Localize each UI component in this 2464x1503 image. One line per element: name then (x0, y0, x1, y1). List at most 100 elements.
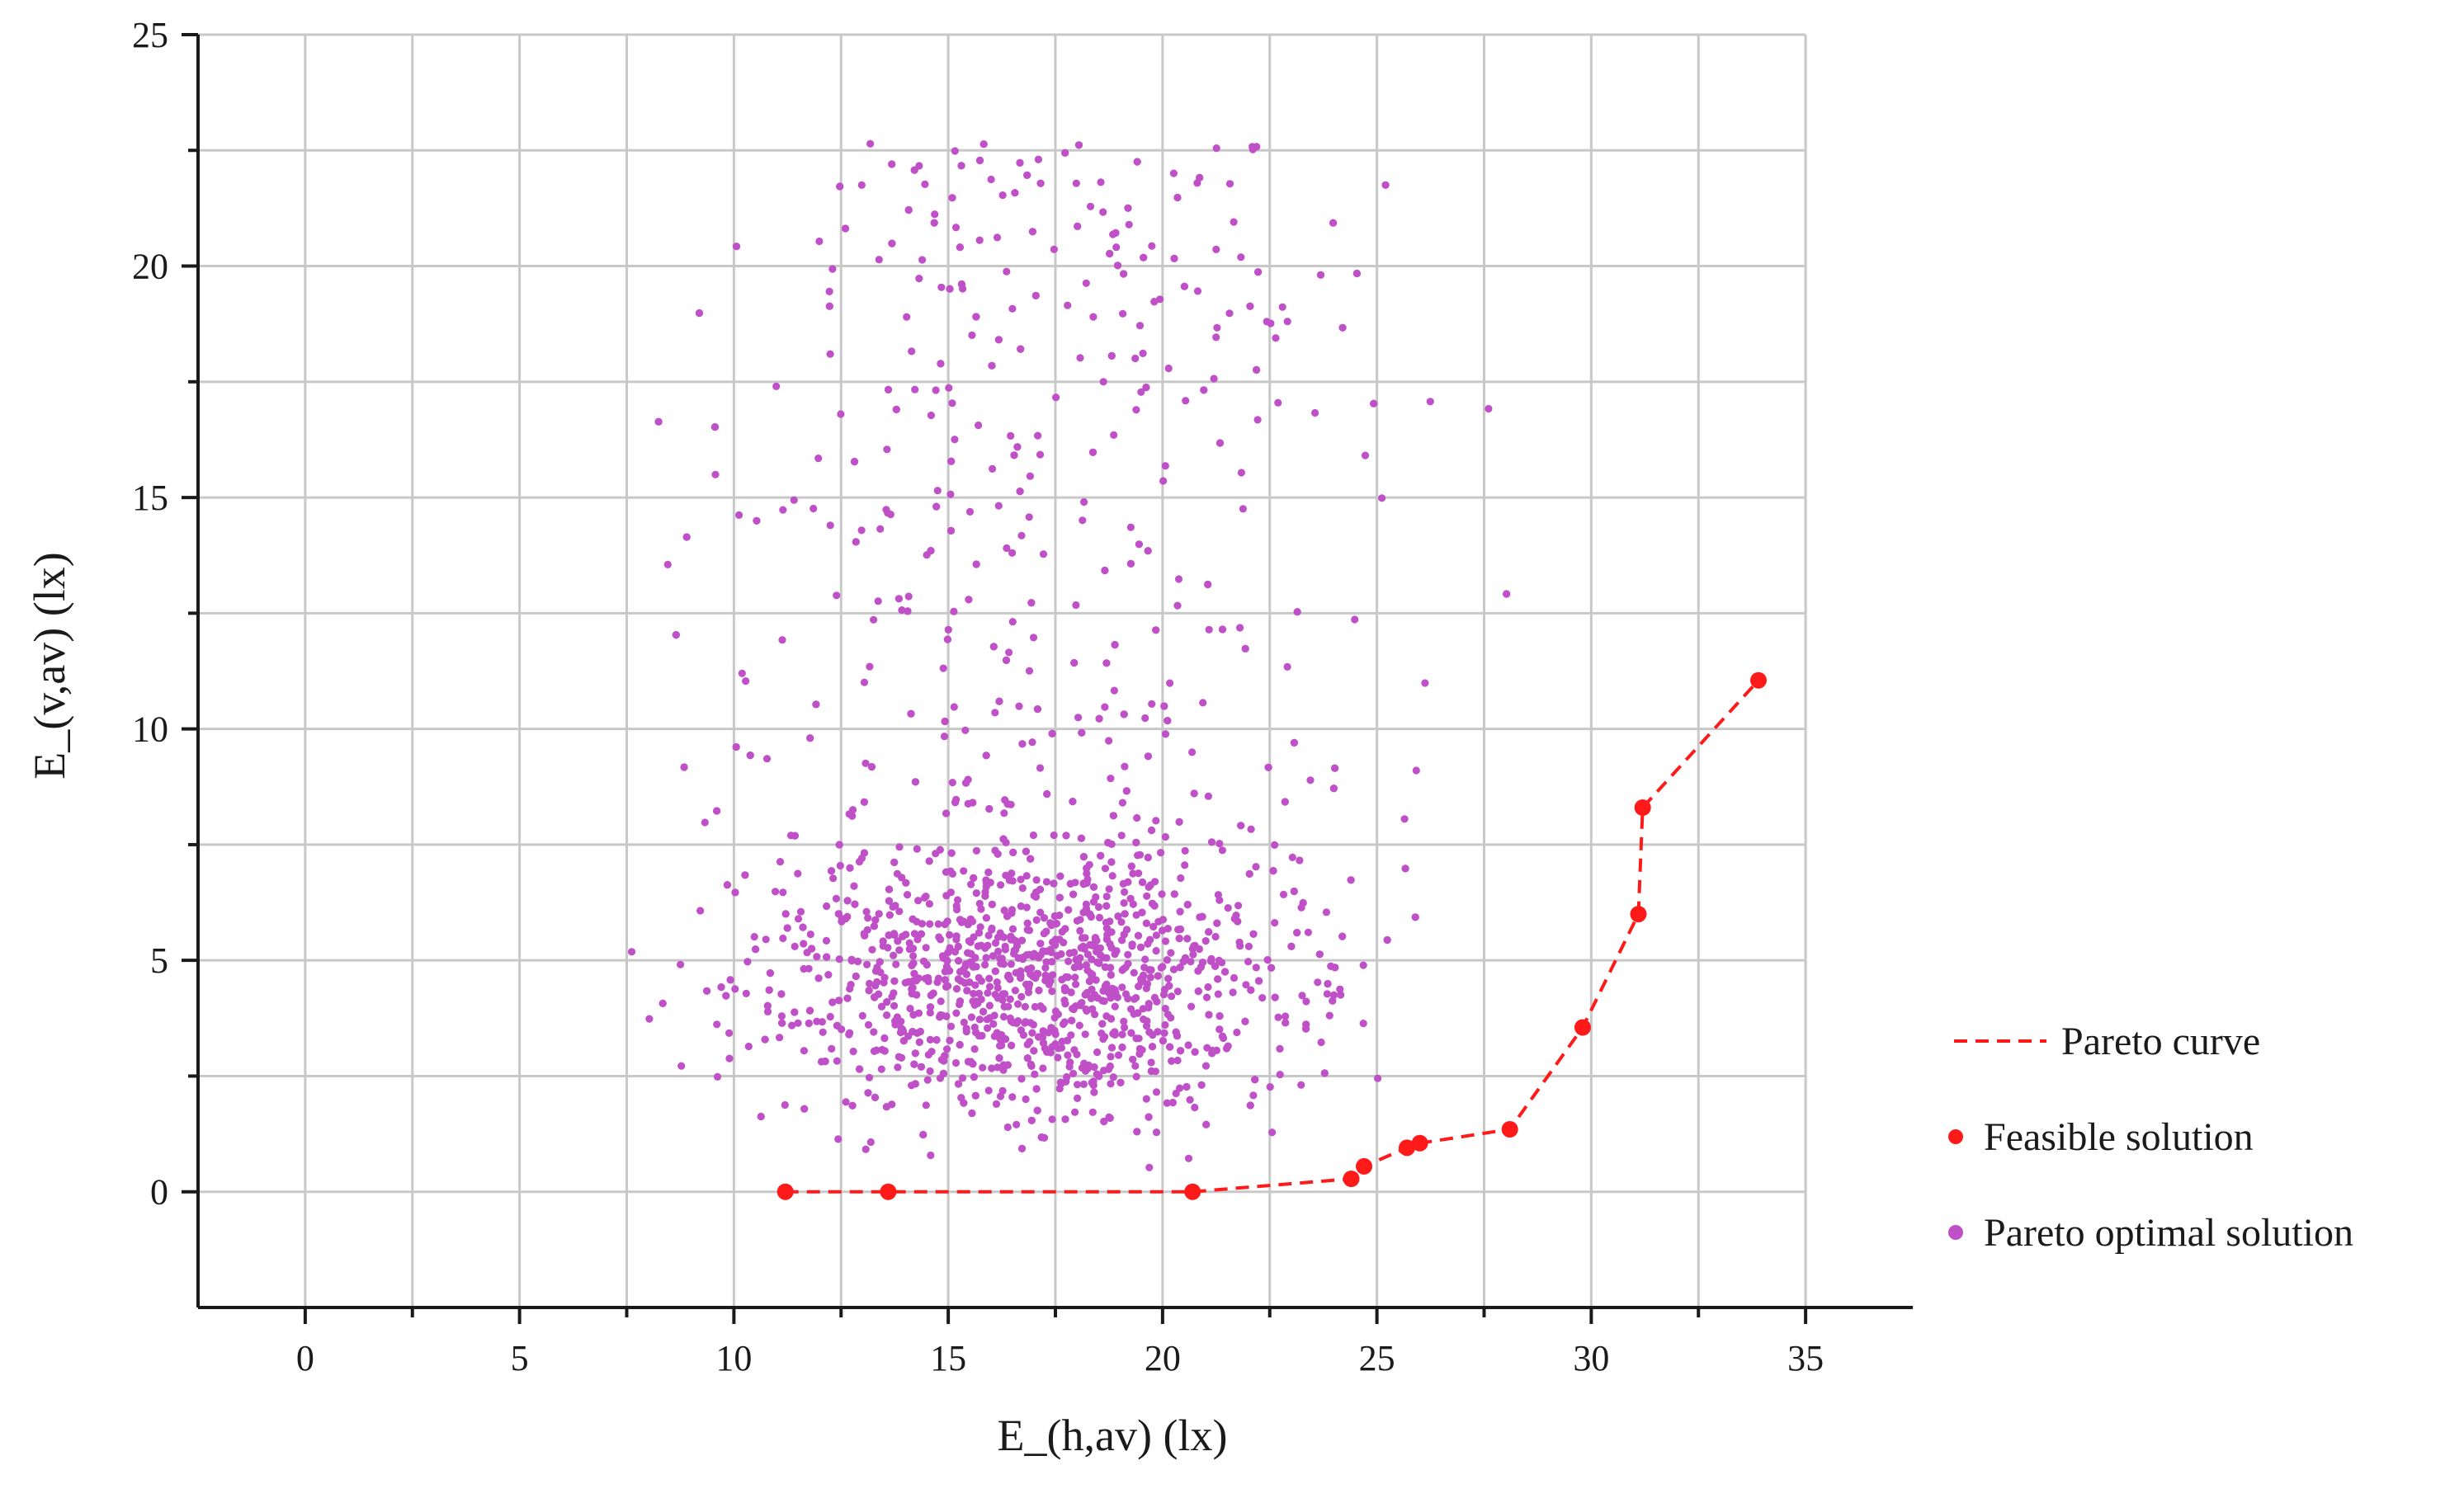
optimal-point (872, 1046, 880, 1054)
optimal-point (1111, 1002, 1119, 1011)
optimal-point (1331, 764, 1339, 772)
optimal-point (1161, 1020, 1169, 1029)
optimal-point (928, 1048, 936, 1056)
optimal-point (984, 1024, 992, 1032)
optimal-point (837, 410, 845, 418)
optimal-point (750, 933, 758, 941)
optimal-point (713, 807, 721, 815)
optimal-point (1133, 1128, 1141, 1136)
optimal-point (827, 867, 836, 875)
optimal-point (1120, 270, 1128, 278)
optimal-point (808, 945, 816, 953)
optimal-point (972, 1028, 980, 1037)
optimal-point (883, 1011, 891, 1020)
optimal-point (1124, 878, 1132, 886)
optimal-point (968, 331, 976, 339)
optimal-point (841, 224, 850, 233)
optimal-point (1011, 987, 1019, 995)
optimal-point (1144, 853, 1152, 862)
optimal-point (723, 881, 732, 889)
optimal-point (1218, 846, 1226, 855)
optimal-point (1079, 880, 1088, 888)
optimal-point (1097, 178, 1105, 186)
optimal-point (1145, 883, 1153, 891)
optimal-point (1025, 667, 1034, 675)
optimal-point (1118, 966, 1126, 974)
optimal-point (1008, 925, 1017, 933)
optimal-point (1074, 141, 1083, 149)
optimal-point (1168, 992, 1176, 1001)
optimal-point (926, 1035, 934, 1044)
optimal-point (1218, 959, 1226, 967)
optimal-point (1070, 1046, 1079, 1054)
optimal-point (777, 990, 786, 998)
optimal-point (1107, 971, 1115, 979)
optimal-point (991, 939, 1000, 947)
optimal-point (1244, 958, 1253, 966)
optimal-point (805, 1006, 814, 1015)
optimal-point (1105, 885, 1113, 893)
optimal-point (1005, 648, 1013, 657)
optimal-point (904, 205, 913, 214)
optimal-point (972, 846, 980, 855)
optimal-point (1102, 924, 1111, 932)
optimal-point (953, 896, 962, 904)
optimal-point (923, 1076, 932, 1084)
pareto-curve-group (776, 671, 1767, 1200)
optimal-point (1016, 488, 1024, 496)
optimal-point (1503, 590, 1511, 598)
optimal-point (914, 897, 923, 905)
optimal-point (960, 1099, 968, 1107)
optimal-point (1101, 1033, 1109, 1041)
optimal-point (1114, 1051, 1123, 1059)
optimal-point (1374, 1074, 1382, 1082)
optimal-point (904, 891, 912, 899)
optimal-point (1136, 943, 1145, 951)
optimal-point (926, 920, 934, 928)
optimal-point (975, 421, 983, 430)
optimal-point (925, 857, 933, 865)
optimal-point (1234, 917, 1242, 926)
optimal-point (975, 929, 983, 937)
optimal-point (1293, 929, 1301, 937)
optimal-point (1035, 987, 1043, 995)
optimal-point (1071, 973, 1079, 982)
optimal-point (842, 1098, 850, 1106)
optimal-point (815, 237, 824, 246)
optimal-point (832, 894, 841, 902)
optimal-point (898, 874, 906, 882)
optimal-point (1097, 851, 1105, 860)
optimal-point (1050, 245, 1058, 253)
optimal-point (1065, 949, 1074, 958)
legend-optimal-label: Pareto optimal solution (1984, 1211, 2353, 1255)
optimal-point (1060, 1018, 1069, 1026)
optimal-point (1023, 171, 1031, 179)
optimal-point (882, 506, 890, 514)
optimal-point (1080, 945, 1088, 953)
optimal-point (946, 490, 955, 498)
optimal-point (1015, 702, 1023, 710)
optimal-point (1325, 1011, 1333, 1020)
optimal-point (1145, 966, 1154, 974)
optimal-point (904, 607, 912, 615)
optimal-point (1253, 416, 1262, 424)
optimal-point (1164, 974, 1173, 982)
optimal-point (762, 935, 770, 944)
optimal-point (1062, 832, 1070, 840)
optimal-point (1296, 856, 1304, 865)
optimal-point (1042, 878, 1050, 886)
optimal-point (931, 210, 939, 219)
optimal-point (1157, 849, 1165, 857)
optimal-point (735, 511, 743, 520)
optimal-point (701, 818, 709, 827)
optimal-point (1022, 1095, 1030, 1104)
optimal-point (848, 812, 857, 820)
optimal-point (899, 1027, 908, 1035)
optimal-point (1298, 992, 1306, 1000)
optimal-point (672, 631, 680, 639)
optimal-point (1014, 1000, 1022, 1008)
grid (198, 33, 1807, 1307)
optimal-point (876, 968, 885, 977)
optimal-point (725, 1029, 734, 1037)
optimal-point (1003, 799, 1012, 808)
